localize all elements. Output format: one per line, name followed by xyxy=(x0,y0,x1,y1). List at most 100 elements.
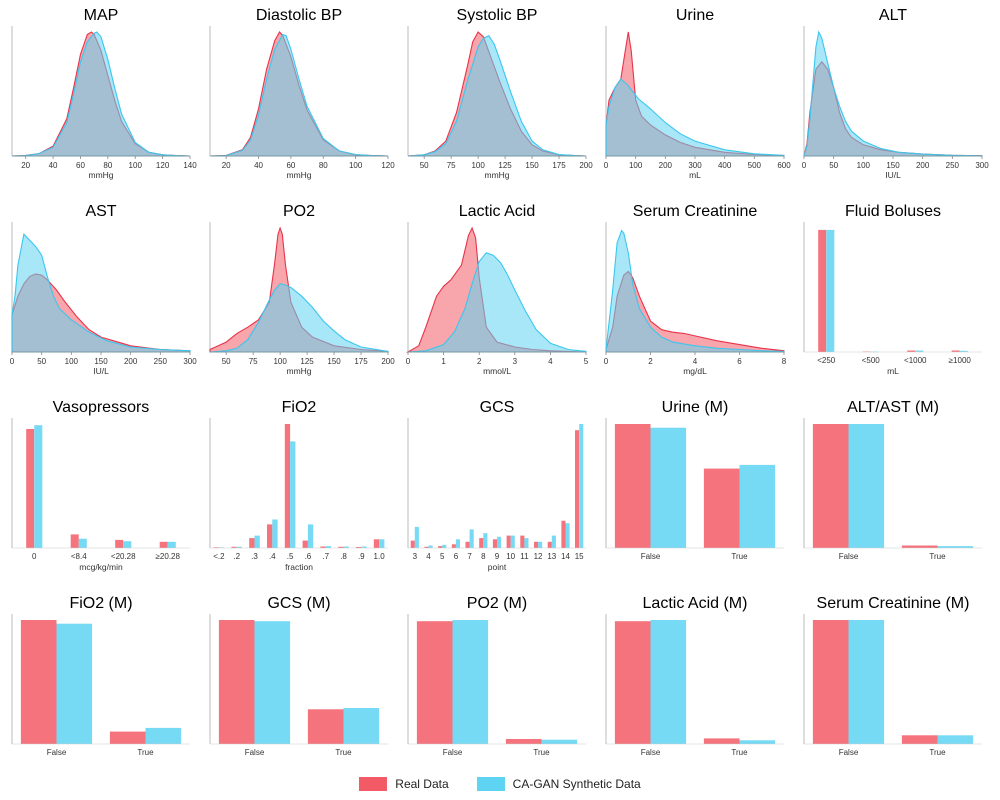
panel-vasopressors-x-label: mcg/kg/min xyxy=(79,562,123,572)
panel-fluid-boluses-bar-real xyxy=(951,350,960,352)
panel-map: MAP 20 40 60 80 100 120 140 mmHg xyxy=(11,7,197,180)
panel-fio2-m-bar-synthetic xyxy=(56,623,93,744)
panel-vasopressors-bar-real xyxy=(115,539,124,548)
panel-fio2-bar-synthetic xyxy=(290,441,296,548)
legend: Real Data CA-GAN Synthetic Data xyxy=(0,772,1000,796)
panel-gcs-bar-real xyxy=(561,520,566,548)
panel-gcs-tick-label: 5 xyxy=(440,552,445,561)
panel-alt-series-synthetic xyxy=(803,30,983,157)
panel-map-tick-label: 100 xyxy=(129,161,143,170)
panel-fio2-m-bar-real xyxy=(20,620,57,744)
panel-lactic-acid-m-bar-real xyxy=(703,738,740,744)
panel-urine-title: Urine xyxy=(676,7,714,24)
panel-po2-tick-label: 50 xyxy=(222,357,231,366)
panel-alt-tick-label: 50 xyxy=(829,161,838,170)
panel-serum-creatinine-tick-label: 4 xyxy=(693,357,698,366)
panel-gcs-tick-label: 3 xyxy=(413,552,418,561)
panel-ast-x-label: IU/L xyxy=(93,366,109,376)
panel-gcs-bar-real xyxy=(438,546,443,548)
panel-ast-tick-label: 250 xyxy=(154,357,168,366)
panel-lactic-acid-m-tick-label: False xyxy=(641,748,661,757)
panel-po2-m-bar-synthetic xyxy=(541,739,578,744)
panel-fio2-bar-real xyxy=(231,546,237,548)
panel-fluid-boluses-tick-label: ≥1000 xyxy=(949,356,972,365)
panel-fio2-title: FiO2 xyxy=(282,399,317,416)
panel-vasopressors-tick-label: ≥20.28 xyxy=(156,552,181,561)
panel-gcs-bar-synthetic xyxy=(428,545,433,548)
panel-map-tick-label: 120 xyxy=(156,161,170,170)
panel-fio2-tick-label: .3 xyxy=(251,552,258,561)
panel-fluid-boluses-tick-label: <500 xyxy=(862,356,881,365)
panel-diastolic-bp: Diastolic BP 20 40 60 80 100 120 mmHg xyxy=(209,7,395,180)
panel-fio2-tick-label: .9 xyxy=(358,552,365,561)
panel-gcs-m-bar-real xyxy=(218,620,255,744)
panel-lactic-acid: Lactic Acid 0 1 2 3 4 5 mmol/L xyxy=(406,203,589,376)
panel-vasopressors-bar-real xyxy=(70,534,79,548)
panel-fluid-boluses-bar-real xyxy=(818,229,827,352)
panel-alt-x-label: IU/L xyxy=(885,170,901,180)
panel-gcs-bar-synthetic xyxy=(565,523,570,548)
panel-gcs-bar-synthetic xyxy=(414,526,419,548)
panel-map-title: MAP xyxy=(84,7,119,24)
panel-urine-tick-label: 0 xyxy=(604,161,609,170)
panel-fio2-bar-synthetic xyxy=(325,546,331,548)
panel-systolic-bp-x-label: mmHg xyxy=(484,170,509,180)
panel-urine-x-label: mL xyxy=(689,170,701,180)
panel-diastolic-bp-x-label: mmHg xyxy=(286,170,311,180)
panel-alt-ast-m: ALT/AST (M) False True xyxy=(803,399,982,561)
legend-swatch-real xyxy=(359,777,388,791)
panel-fio2-m-tick-label: True xyxy=(137,748,154,757)
panel-gcs-m: GCS (M) False True xyxy=(209,595,388,757)
panel-gcs-m-bar-synthetic xyxy=(254,621,291,744)
panel-gcs-bar-real xyxy=(506,535,511,548)
panel-map-tick-label: 80 xyxy=(103,161,112,170)
panel-fluid-boluses: Fluid Boluses <250 <500 <1000 ≥1000 mL xyxy=(803,203,982,376)
panel-fio2-tick-label: .4 xyxy=(269,552,276,561)
panel-fio2-m: FiO2 (M) False True xyxy=(11,595,190,757)
panel-ast-tick-label: 300 xyxy=(183,357,197,366)
panel-systolic-bp-tick-label: 200 xyxy=(579,161,593,170)
panel-lactic-acid-tick-label: 2 xyxy=(477,357,482,366)
panel-systolic-bp: Systolic BP 50 75 100 125 150 175 200 mmHg xyxy=(407,7,593,180)
panel-lactic-acid-title: Lactic Acid xyxy=(459,203,535,220)
panel-fio2-bar-synthetic xyxy=(379,539,385,548)
panel-fio2-bar-synthetic xyxy=(236,546,242,548)
panel-serum-creatinine-m: Serum Creatinine (M) False True xyxy=(803,595,982,757)
panel-alt-ast-m-bar-synthetic xyxy=(937,546,974,548)
panel-lactic-acid-m-bar-real xyxy=(614,621,651,744)
panel-serum-creatinine-tick-label: 8 xyxy=(782,357,787,366)
panel-urine-m-bar-real xyxy=(703,468,740,548)
panel-vasopressors-bar-synthetic xyxy=(34,425,43,548)
panel-fio2-tick-label: .6 xyxy=(305,552,312,561)
panel-gcs-bar-synthetic xyxy=(442,544,447,548)
panel-fio2-bar-real xyxy=(249,538,255,548)
panel-lactic-acid-m-bar-synthetic xyxy=(739,740,776,744)
panel-fio2-tick-label: <.2 xyxy=(213,552,225,561)
panel-serum-creatinine: Serum Creatinine 0 2 4 6 8 mg/dL xyxy=(604,203,787,376)
panel-fluid-boluses-title: Fluid Boluses xyxy=(845,203,941,220)
panel-fio2-m-title: FiO2 (M) xyxy=(69,595,132,612)
panel-lactic-acid-tick-label: 1 xyxy=(441,357,446,366)
panel-serum-creatinine-series-synthetic xyxy=(605,229,785,353)
panel-gcs-bar-synthetic xyxy=(579,424,584,548)
panel-urine-m-tick-label: False xyxy=(641,552,661,561)
panel-urine-m-title: Urine (M) xyxy=(662,399,729,416)
panel-serum-creatinine-m-bar-synthetic xyxy=(937,735,974,744)
panel-diastolic-bp-tick-label: 120 xyxy=(381,161,395,170)
panel-gcs-bar-real xyxy=(465,541,470,548)
panel-po2-tick-label: 125 xyxy=(300,357,314,366)
panel-fio2-bar-synthetic xyxy=(343,546,349,548)
panel-urine-series-synthetic xyxy=(605,78,785,157)
panel-diastolic-bp-title: Diastolic BP xyxy=(256,7,342,24)
panel-diastolic-bp-tick-label: 100 xyxy=(349,161,363,170)
panel-lactic-acid-m: Lactic Acid (M) False True xyxy=(605,595,784,757)
panel-alt-tick-label: 100 xyxy=(857,161,871,170)
panel-fio2-bar-real xyxy=(373,539,380,548)
panel-lactic-acid-tick-label: 0 xyxy=(406,357,411,366)
panel-po2-tick-label: 75 xyxy=(249,357,258,366)
panel-alt-ast-m-bar-real xyxy=(812,424,849,548)
panel-map-tick-label: 20 xyxy=(21,161,30,170)
panel-vasopressors: Vasopressors 0 <8.4 <20.28 ≥20.28 mcg/kg/min xyxy=(11,399,190,572)
panel-serum-creatinine-m-bar-real xyxy=(901,735,938,744)
panel-gcs-tick-label: 10 xyxy=(506,552,515,561)
